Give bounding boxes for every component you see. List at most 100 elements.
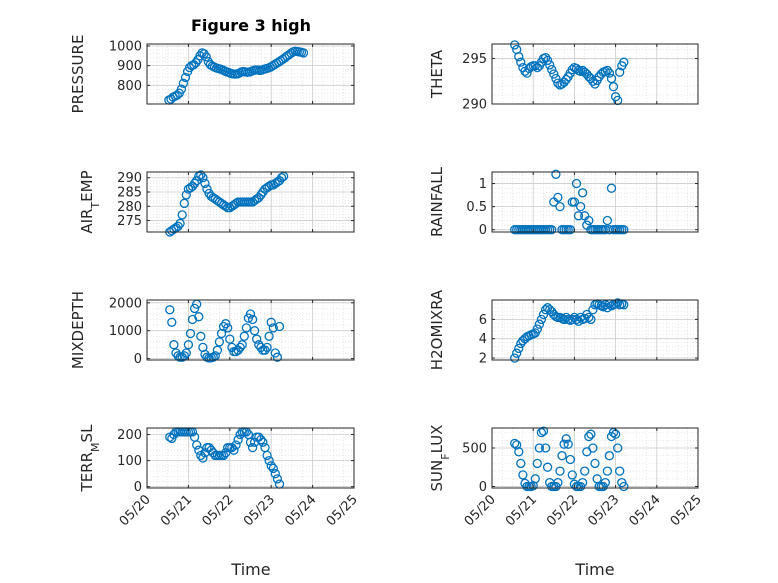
y-tick-label: 290 [462, 98, 487, 113]
data-point [606, 73, 617, 84]
data-point [512, 348, 522, 358]
data-point [239, 331, 249, 341]
axes-box [146, 171, 355, 233]
subplot-6: 2 4 6 H2OMIXRA [428, 289, 699, 370]
data-point [573, 211, 584, 221]
data-point [547, 225, 557, 235]
data-point [532, 324, 542, 334]
data-point [563, 439, 573, 449]
y-tick-label: 900 [117, 59, 142, 74]
data-point [231, 440, 241, 450]
data-point [266, 461, 276, 471]
data-series [164, 46, 309, 105]
data-point [178, 78, 189, 88]
data-point [181, 348, 191, 358]
axes-box [146, 299, 355, 361]
y-axis-label: AIRTEMP [78, 170, 102, 233]
data-point [561, 74, 571, 85]
data-series [510, 298, 629, 363]
y-axis-label: PRESSURE [69, 35, 87, 114]
data-point [221, 319, 231, 329]
data-point [553, 78, 563, 88]
data-point [540, 52, 551, 63]
data-point [577, 477, 588, 488]
data-point [602, 215, 613, 226]
data-point [555, 201, 565, 212]
data-point [555, 466, 565, 476]
data-point [198, 453, 208, 463]
data-point [571, 178, 582, 189]
data-point [551, 73, 561, 84]
data-point [613, 298, 623, 308]
data-point [214, 337, 225, 347]
data-point [542, 462, 553, 472]
data-point [194, 445, 204, 455]
data-point [185, 328, 196, 339]
data-point [266, 317, 276, 327]
y-axis-label: SUNFLUX [428, 425, 452, 492]
data-point [208, 352, 218, 362]
axes-box [146, 43, 355, 105]
x-tick-label: 05/22 [200, 492, 237, 529]
subplot-5: 0 1000 2000 MIXDEPTH [69, 291, 355, 369]
y-tick-label: 500 [462, 442, 487, 457]
data-point [549, 69, 559, 79]
data-series [165, 170, 289, 237]
data-point [247, 442, 258, 453]
data-point [514, 447, 524, 457]
axes-box [491, 299, 699, 361]
data-point [559, 439, 569, 449]
data-point [547, 64, 557, 75]
data-point [229, 445, 239, 455]
data-point [619, 57, 629, 67]
data-point [196, 331, 206, 341]
data-point [518, 470, 528, 480]
data-point [260, 345, 270, 355]
data-point [181, 190, 191, 200]
data-point [274, 321, 285, 332]
y-tick-label: 200 [117, 428, 142, 443]
axes-box [146, 427, 355, 489]
data-point [264, 331, 274, 341]
data-series [510, 426, 629, 492]
data-point [586, 314, 596, 325]
data-point [276, 173, 287, 183]
data-point [223, 323, 233, 333]
data-point [567, 64, 577, 75]
data-point [225, 334, 235, 344]
data-point [569, 197, 580, 207]
data-point [532, 458, 542, 469]
axes-box [491, 43, 699, 105]
data-point [588, 443, 598, 453]
y-axis-label: MIXDEPTH [69, 291, 87, 369]
y-tick-label: 275 [117, 214, 142, 229]
data-point [557, 451, 567, 461]
data-point [584, 431, 594, 442]
data-point [247, 314, 258, 325]
data-point [615, 67, 625, 77]
data-point [218, 321, 229, 332]
data-point [268, 323, 278, 333]
data-point [540, 305, 551, 315]
data-point [540, 443, 551, 453]
subplot-2: 290 295 THETA [428, 40, 699, 113]
data-point [561, 434, 571, 444]
data-point [192, 440, 202, 450]
data-point [189, 178, 200, 189]
data-series [165, 427, 285, 489]
data-point [534, 443, 545, 453]
data-point [272, 352, 283, 362]
x-axis-label-left: Time [230, 560, 270, 579]
data-point [194, 312, 204, 322]
data-point [584, 312, 594, 323]
data-point [175, 218, 185, 229]
y-tick-label: 2000 [109, 296, 142, 311]
data-point [176, 84, 187, 94]
data-point [619, 300, 629, 310]
data-point [252, 334, 262, 344]
data-point [606, 183, 617, 193]
y-tick-label: 4 [479, 332, 487, 347]
x-tick-label: 05/22 [544, 492, 581, 529]
y-tick-label: 0 [134, 352, 142, 367]
